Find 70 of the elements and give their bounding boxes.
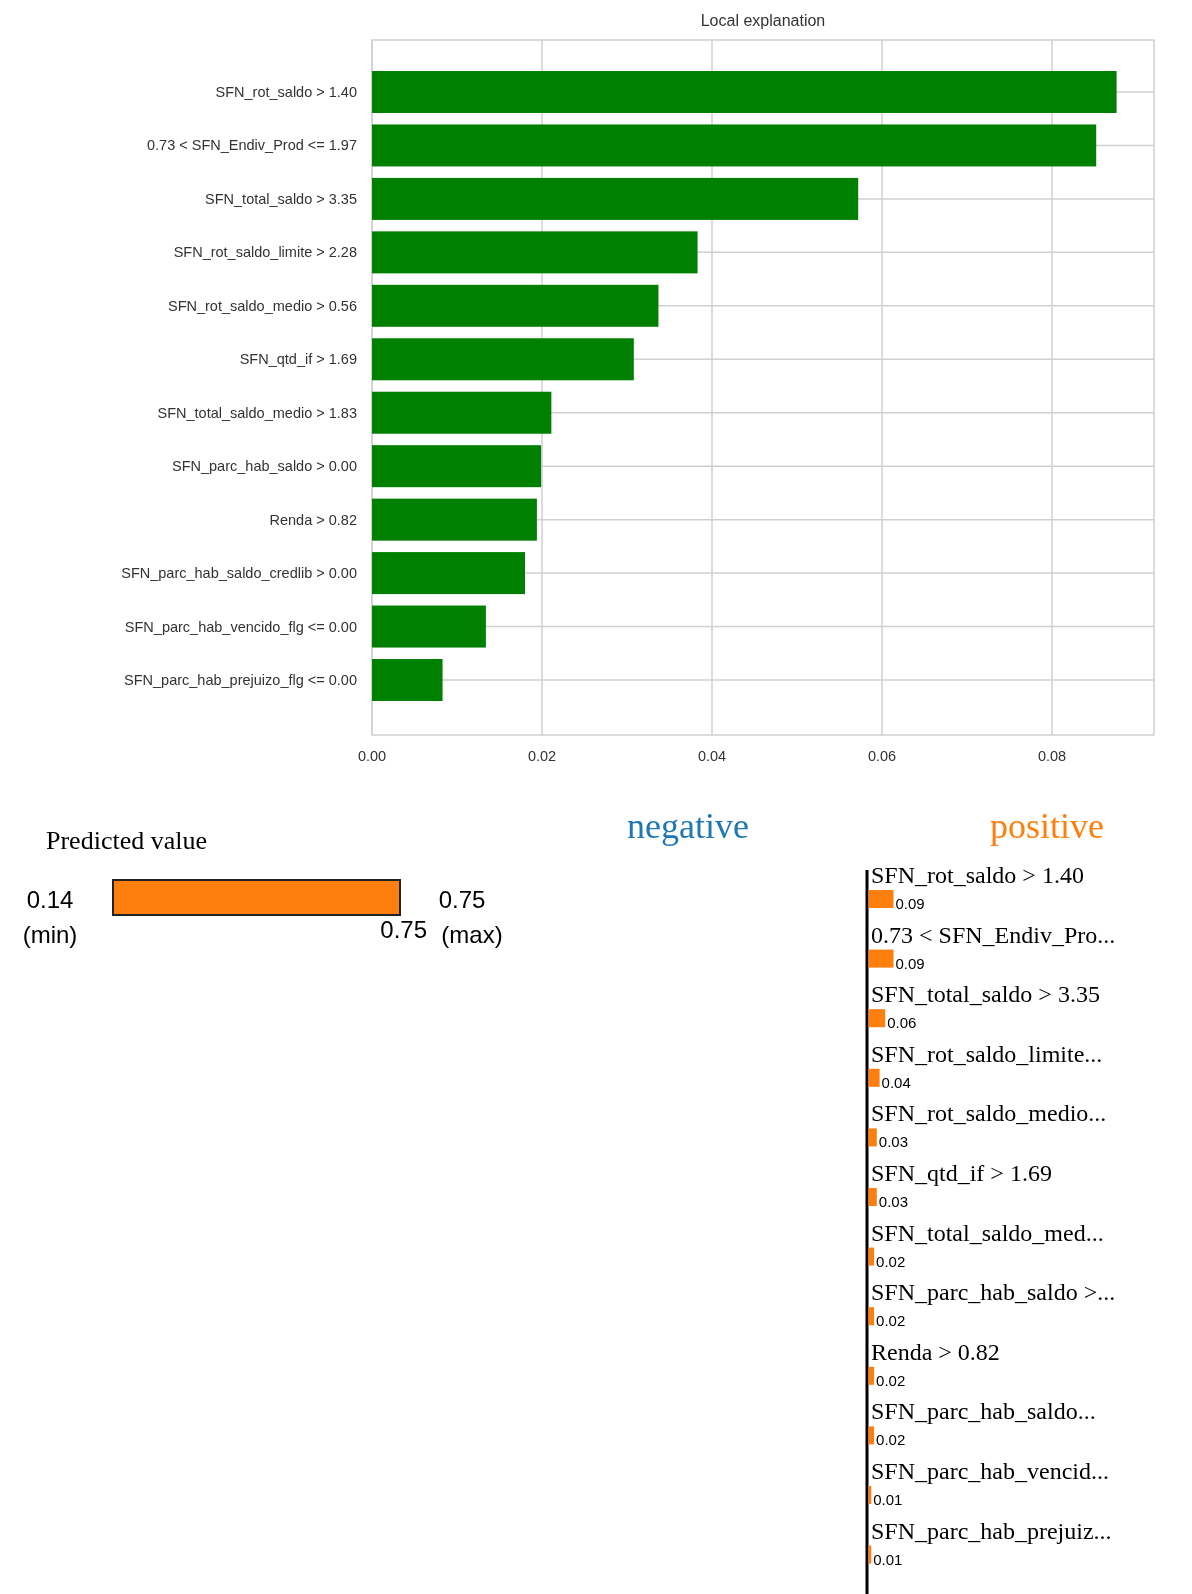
bar (372, 445, 542, 488)
bar (868, 949, 894, 968)
x-tick-label: 0.06 (867, 748, 897, 764)
bar (372, 284, 659, 327)
y-tick-label: SFN_qtd_if > 1.69 (239, 351, 357, 368)
bar (372, 552, 525, 595)
data-label: 0.02 (876, 1431, 906, 1449)
data-label: 0.02 (876, 1312, 906, 1330)
bar (372, 71, 1117, 113)
data-label: 0.02 (876, 1371, 906, 1389)
x-tick-label: 0.04 (697, 748, 727, 764)
bar (372, 659, 443, 701)
bar (372, 177, 859, 220)
y-tick-label: SFN_parc_hab_saldo... (871, 1398, 1096, 1425)
y-tick-label: SFN_parc_hab_prejuiz... (871, 1517, 1112, 1544)
bar (868, 1247, 875, 1266)
y-tick-label: 0.73 < SFN_Endiv_Pro... (871, 921, 1116, 948)
x-tick-label: 0.00 (357, 748, 387, 764)
y-tick-label: SFN_rot_saldo_medio > 0.56 (167, 297, 357, 314)
bar (372, 391, 552, 434)
bar (868, 1009, 886, 1028)
y-tick-label: SFN_rot_saldo_limite > 2.28 (173, 244, 357, 261)
legend-label: negative (627, 806, 749, 846)
y-tick-label: SFN_parc_hab_prejuizo_flg <= 0.00 (124, 672, 357, 688)
text: 0.14 (min) (22, 886, 78, 948)
text: positive (990, 806, 1104, 846)
chart-title: Local explanation (700, 12, 826, 29)
text: 0.75 (max) (438, 886, 503, 948)
y-tick-label: SFN_rot_saldo > 1.40 (871, 862, 1084, 888)
bar (868, 890, 894, 908)
data-label: 0.06 (887, 1014, 917, 1032)
bar (868, 1366, 875, 1385)
y-tick-label: SFN_parc_hab_vencid... (871, 1458, 1109, 1484)
data-label: 0.01 (873, 1491, 903, 1508)
y-tick-label: 0.73 < SFN_Endiv_Prod <= 1.97 (147, 137, 357, 154)
y-tick-label: SFN_total_saldo > 3.35 (871, 981, 1100, 1008)
bar (372, 498, 537, 541)
y-tick-label: Renda > 0.82 (871, 1338, 1000, 1365)
data-label: 0.03 (878, 1133, 909, 1151)
data-label: 0.09 (895, 954, 925, 972)
y-tick-label: SFN_rot_saldo > 1.40 (215, 84, 357, 100)
data-label: 0.04 (881, 1073, 911, 1091)
y-tick-label: SFN_qtd_if > 1.69 (871, 1160, 1052, 1186)
bar (868, 1068, 880, 1087)
data-label: 0.75 (380, 916, 427, 943)
y-tick-label: SFN_parc_hab_saldo_credlib > 0.00 (121, 565, 357, 582)
y-tick-label: SFN_total_saldo_medio > 1.83 (157, 404, 357, 421)
data-label: 0.03 (878, 1193, 909, 1210)
bar (372, 605, 486, 648)
y-tick-label: SFN_parc_hab_saldo > 0.00 (171, 458, 357, 475)
text: Predicted value (46, 826, 207, 855)
y-tick-label: SFN_total_saldo_med... (871, 1219, 1104, 1246)
bar (372, 124, 1097, 167)
x-tick-label: 0.08 (1037, 748, 1067, 764)
y-tick-label: SFN_parc_hab_vencido_flg <= 0.00 (124, 618, 357, 635)
y-tick-label: SFN_parc_hab_saldo >... (871, 1279, 1116, 1306)
data-label: 0.01 (873, 1550, 903, 1568)
y-tick-label: Renda > 0.82 (269, 511, 357, 528)
bar (868, 1307, 875, 1326)
bar (372, 231, 698, 274)
y-tick-label: SFN_total_saldo > 3.35 (205, 190, 357, 207)
bar (868, 1128, 877, 1147)
data-label: 0.09 (895, 895, 925, 912)
bar (372, 338, 634, 381)
y-tick-label: SFN_rot_saldo_medio... (871, 1100, 1107, 1127)
x-tick-label: 0.02 (527, 748, 557, 764)
bar (868, 1426, 875, 1445)
bar (868, 1188, 877, 1206)
data-label: 0.02 (876, 1252, 906, 1270)
y-tick-label: SFN_rot_saldo_limite... (871, 1040, 1103, 1067)
